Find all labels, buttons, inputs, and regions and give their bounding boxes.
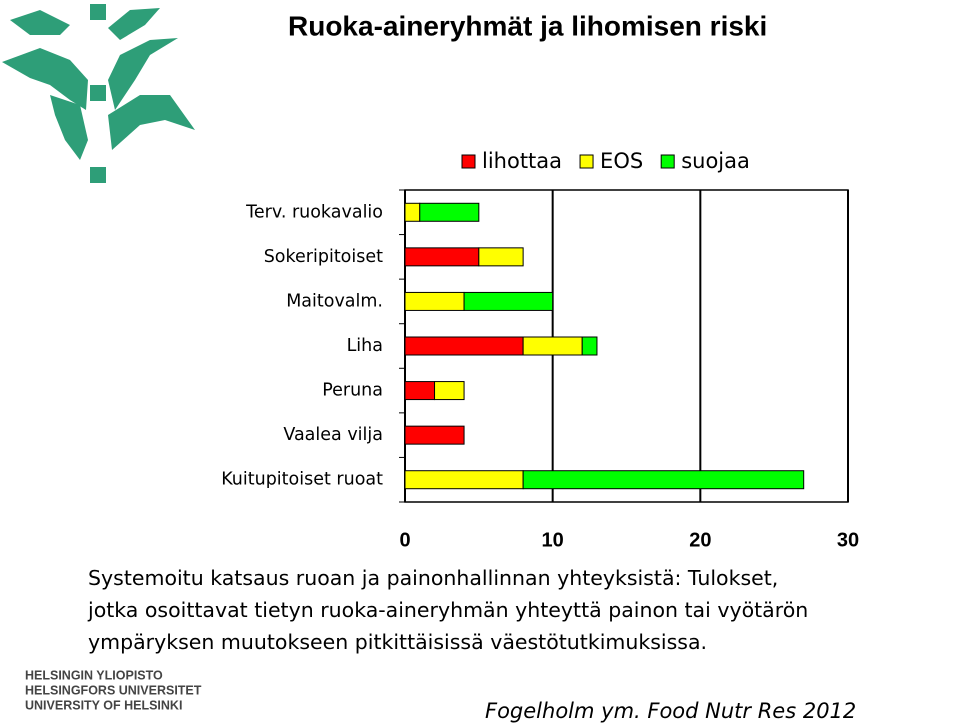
- y-tick-label: Kuitupitoiset ruoat: [221, 470, 383, 490]
- caption: Systemoitu katsaus ruoan ja painonhallin…: [88, 562, 808, 658]
- bar-segment: [419, 202, 480, 222]
- legend-label: suojaa: [681, 149, 750, 173]
- chart: 0 10 20 30 Terv. ruokavalio Sokeripitoiset Mai…: [221, 149, 859, 551]
- x-tick-label: 20: [689, 529, 711, 551]
- bar-segment: [581, 336, 598, 356]
- legend-swatch: [461, 154, 476, 169]
- legend-label: EOS: [600, 149, 643, 173]
- logo-mark: [2, 4, 195, 183]
- legend-swatch: [660, 154, 675, 169]
- bar-segment: [522, 470, 805, 490]
- caption-line: jotka osoittavat tietyn ruoka-aineryhmän…: [88, 598, 809, 622]
- bar-segment: [463, 291, 554, 311]
- bar-segment: [404, 470, 524, 490]
- bar-segment: [404, 381, 436, 401]
- y-tick-label: Vaalea vilja: [283, 425, 383, 445]
- logo-line: HELSINGIN YLIOPISTO: [25, 668, 163, 682]
- y-tick-label: Liha: [347, 336, 383, 356]
- bar-segment: [522, 336, 583, 356]
- bar-segment: [434, 381, 465, 401]
- logo-line: UNIVERSITY OF HELSINKI: [25, 698, 182, 712]
- title: Ruoka-aineryhmät ja lihomisen riski: [288, 10, 767, 41]
- bar-segment: [404, 336, 524, 356]
- bar-segment: [404, 202, 421, 222]
- bar-segment: [404, 247, 480, 267]
- bar-segment: [478, 247, 524, 267]
- legend-swatch: [579, 154, 594, 169]
- x-tick-label: 0: [399, 529, 410, 551]
- y-tick-label: Sokeripitoiset: [264, 247, 383, 267]
- bar-segment: [404, 425, 465, 445]
- y-tick-label: Maitovalm.: [286, 291, 383, 311]
- x-tick-label: 30: [837, 529, 859, 551]
- logo-line: HELSINGFORS UNIVERSITET: [25, 683, 202, 697]
- legend-label: lihottaa: [482, 149, 562, 173]
- caption-line: Systemoitu katsaus ruoan ja painonhallin…: [88, 566, 779, 590]
- y-tick-label: Terv. ruokavalio: [245, 202, 383, 222]
- y-tick-label: Peruna: [322, 381, 383, 401]
- caption-line: ympäryksen muutokseen pitkittäisissä väe…: [88, 630, 708, 654]
- x-tick-label: 10: [542, 529, 564, 551]
- citation: Fogelholm ym. Food Nutr Res 2012: [485, 699, 856, 723]
- bar-segment: [404, 291, 465, 311]
